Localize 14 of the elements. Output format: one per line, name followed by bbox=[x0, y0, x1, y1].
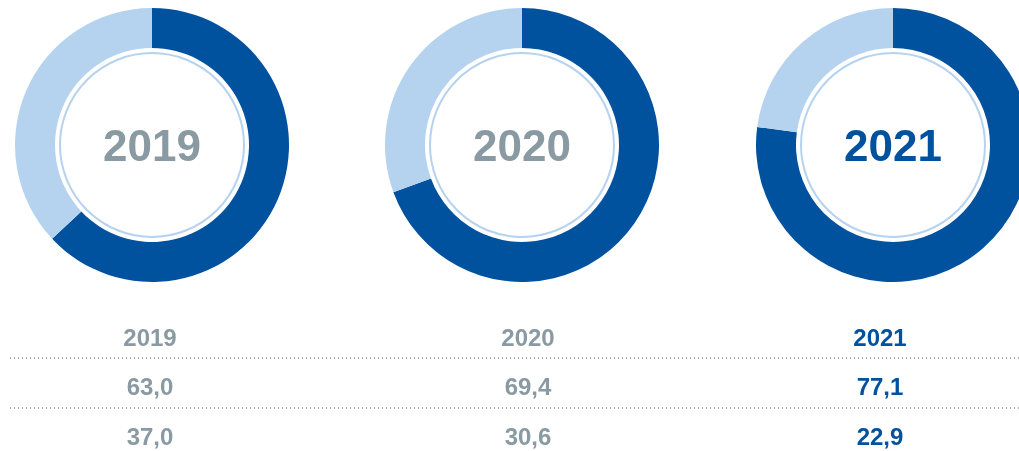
text: 37,0 bbox=[126, 422, 174, 450]
text: 77,1 bbox=[856, 373, 904, 401]
donut-slice bbox=[52, 8, 289, 282]
text: 30,6 bbox=[504, 422, 552, 450]
text: 2020 bbox=[473, 120, 571, 170]
text: 2019 bbox=[123, 323, 177, 351]
text: 22,9 bbox=[856, 422, 904, 450]
donut-slice bbox=[393, 8, 659, 282]
text: 2019 bbox=[103, 120, 201, 170]
text: 2021 bbox=[844, 120, 942, 170]
text: 2021 bbox=[853, 323, 907, 351]
text: 2020 bbox=[501, 323, 555, 351]
text: 69,4 bbox=[504, 373, 552, 401]
text: 63,0 bbox=[126, 373, 174, 401]
